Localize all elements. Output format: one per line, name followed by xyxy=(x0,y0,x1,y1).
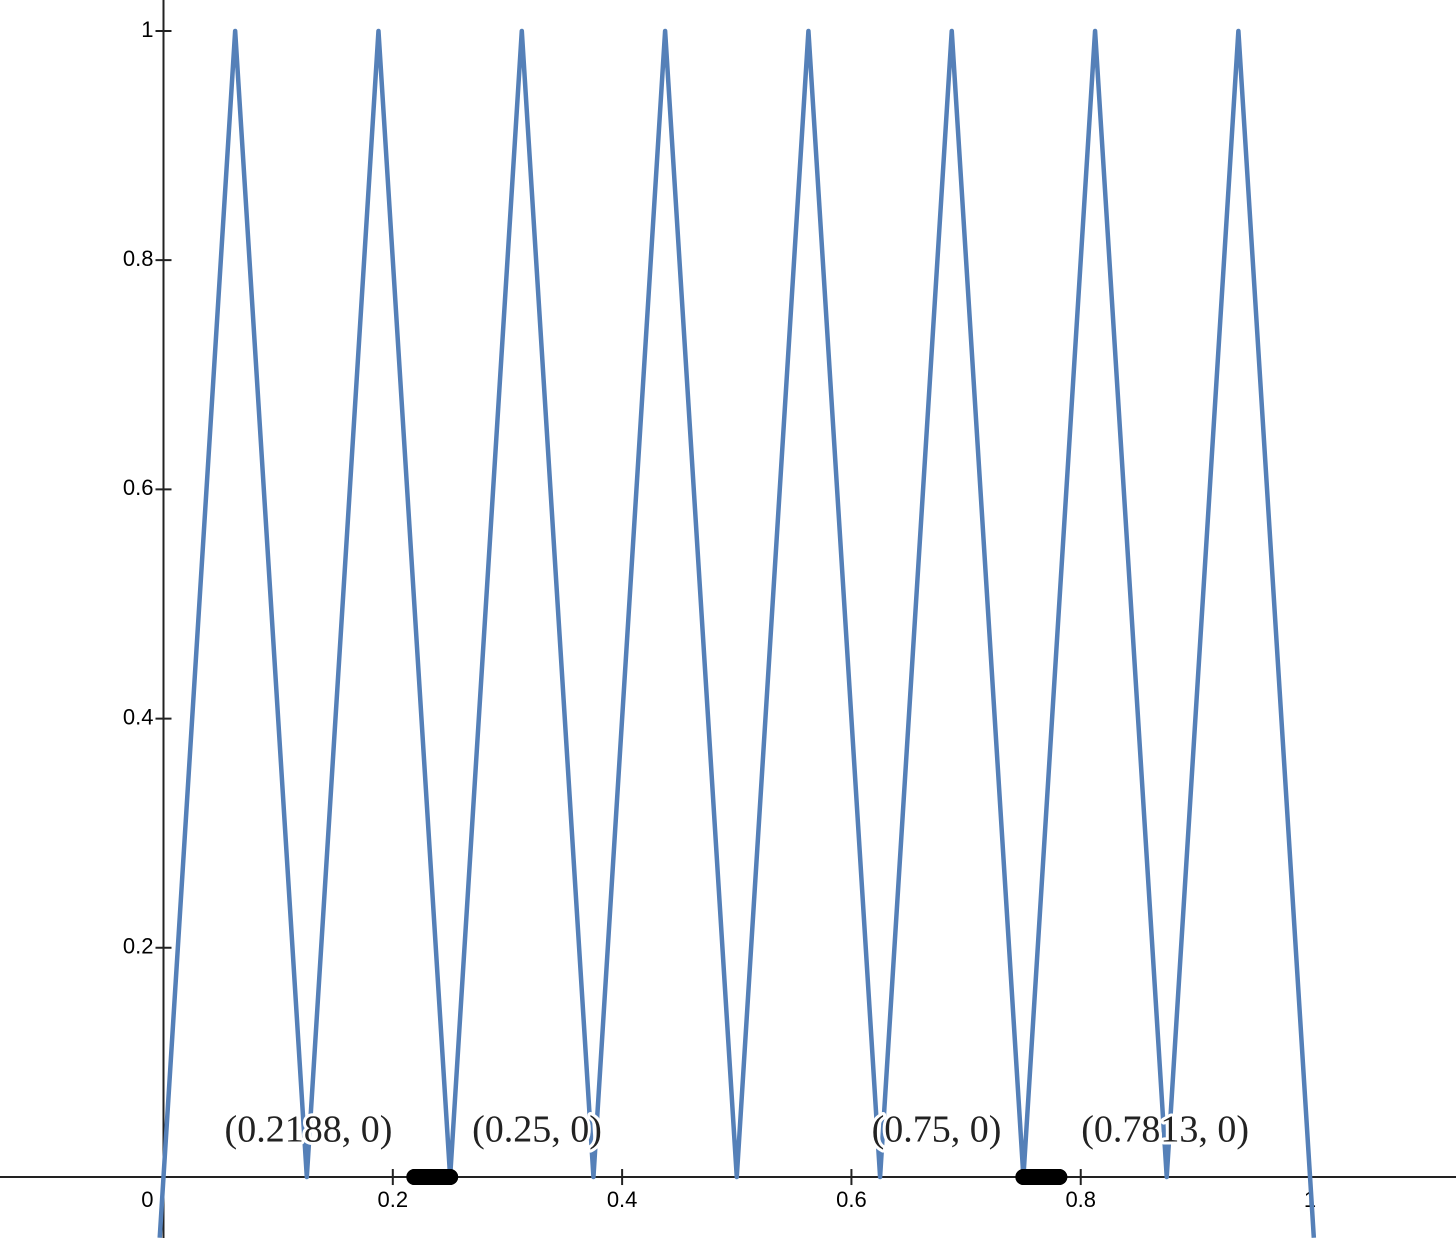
y-tick-label: 0.2 xyxy=(123,934,154,959)
point-label: (0.75, 0) xyxy=(872,1109,1002,1151)
x-tick-label: 0.4 xyxy=(607,1187,638,1212)
y-tick-label: 0.4 xyxy=(123,704,154,729)
curve xyxy=(157,28,1317,1238)
y-tick-label: 1 xyxy=(141,17,153,42)
point xyxy=(1015,1169,1032,1186)
point-label: (0.7813, 0) xyxy=(1081,1109,1249,1151)
x-tick-label: 0.2 xyxy=(378,1187,409,1212)
x-tick-label: 0.8 xyxy=(1065,1187,1096,1212)
y-tick-label: 0.6 xyxy=(123,475,154,500)
point xyxy=(406,1169,423,1186)
point-label: (0.2188, 0) xyxy=(225,1109,393,1151)
x-tick-label: 0.6 xyxy=(836,1187,867,1212)
x-tick-label: 0 xyxy=(141,1187,153,1212)
point xyxy=(442,1169,459,1186)
y-tick-label: 0.8 xyxy=(123,246,154,271)
point-label: (0.25, 0) xyxy=(472,1109,602,1151)
point xyxy=(1051,1169,1068,1186)
